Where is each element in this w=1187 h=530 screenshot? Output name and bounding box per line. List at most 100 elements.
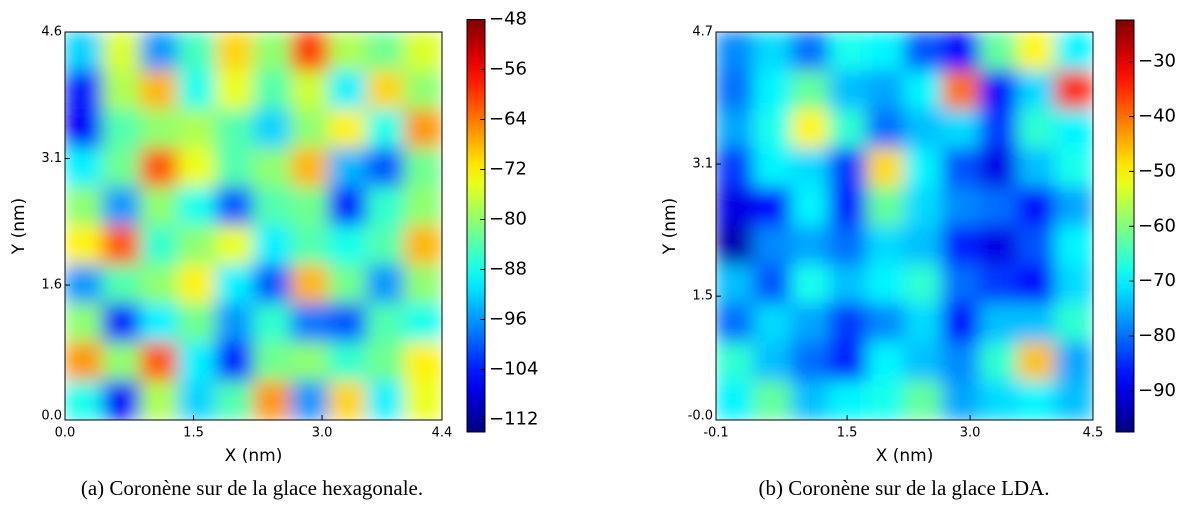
cell [979,341,1019,382]
x-tick-label: 1.5 [837,426,858,441]
cell [253,264,292,305]
x-tick-label: 3.0 [312,426,333,441]
cell [253,109,292,149]
caption: (b) Coronène sur de la glace LDA. [759,476,1050,500]
cell [139,147,179,188]
cell [753,32,792,72]
cell [1054,303,1093,343]
x-tick-label: -0.1 [703,426,728,441]
cell [177,32,217,72]
cell [102,186,141,227]
cell [941,186,981,227]
cell [403,341,442,382]
heatmap-cells [65,32,442,420]
y-tick-label: 4.6 [41,25,62,40]
x-axis-label: X (nm) [876,446,934,466]
cell [403,32,442,72]
cell [1054,380,1093,420]
cell [139,380,179,420]
cell [366,186,405,227]
cell [753,380,792,420]
heatmap [65,32,442,420]
x-tick-label: 3.0 [960,426,981,441]
cell [979,380,1019,420]
cell [102,303,141,343]
cell [290,186,330,227]
cell [215,32,254,72]
cell [979,109,1019,149]
y-tick-label: 4.7 [692,25,713,40]
cell [215,380,254,420]
cell [716,147,755,188]
cell [139,225,179,266]
cell [753,341,792,382]
cell [215,225,254,266]
cell [941,225,981,266]
cell [366,225,405,266]
cell [1054,32,1093,72]
cell [253,147,292,188]
cell [828,70,868,111]
cell [65,70,104,111]
colorbar-tick-label: −30 [1138,51,1176,72]
cell [215,70,254,111]
cell [403,380,442,420]
cell [866,341,905,382]
cell [253,303,292,343]
cell [904,380,943,420]
cell [328,303,368,343]
cell [866,303,905,343]
cell [1054,186,1093,227]
cell [290,70,330,111]
cell [941,380,981,420]
cell [215,264,254,305]
cell [1017,264,1056,305]
cell [979,186,1019,227]
cell [753,147,792,188]
cell [828,380,868,420]
cell [828,264,868,305]
cell [1017,380,1056,420]
cell [866,32,905,72]
cell [716,32,755,72]
colorbar-tick-label: −80 [489,209,527,230]
cell [403,225,442,266]
cell [215,147,254,188]
cell [139,32,179,72]
cell [65,380,104,420]
cell [177,264,217,305]
cell [328,186,368,227]
cell [366,303,405,343]
cell [65,109,104,149]
cell [139,303,179,343]
x-tick-label: 4.5 [1083,426,1104,441]
cell [904,70,943,111]
cell [177,70,217,111]
colorbar-tick-label: −80 [1138,325,1176,346]
y-tick-label: 3.1 [41,151,62,166]
cell [941,32,981,72]
y-tick-label: 1.5 [692,289,713,304]
colorbar-tick-label: −40 [1138,106,1176,127]
colorbar-tick-label: −50 [1138,160,1176,181]
cell [328,147,368,188]
y-axis-label: Y (nm) [9,198,29,255]
cell [366,32,405,72]
cell [366,70,405,111]
cell [790,109,830,149]
cell [979,303,1019,343]
cell [65,264,104,305]
cell [65,186,104,227]
cell [177,380,217,420]
cell [328,70,368,111]
cell [866,380,905,420]
cell [215,186,254,227]
cell [1017,70,1056,111]
cell [941,147,981,188]
colorbar-tick-label: −112 [489,409,538,430]
cell [790,380,830,420]
cell [177,303,217,343]
cell [716,186,755,227]
cell [941,303,981,343]
cell [403,147,442,188]
